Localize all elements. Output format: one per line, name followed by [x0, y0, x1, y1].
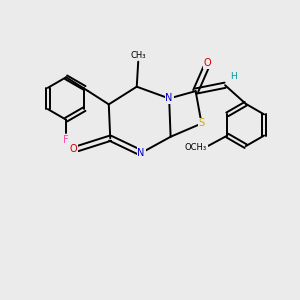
- Text: S: S: [199, 118, 205, 128]
- Text: N: N: [166, 94, 173, 103]
- Text: CH₃: CH₃: [130, 51, 146, 60]
- Text: OCH₃: OCH₃: [185, 143, 207, 152]
- Text: N: N: [137, 148, 145, 158]
- Text: F: F: [63, 135, 69, 145]
- Text: O: O: [70, 143, 77, 154]
- Text: O: O: [204, 58, 211, 68]
- Text: H: H: [230, 73, 237, 82]
